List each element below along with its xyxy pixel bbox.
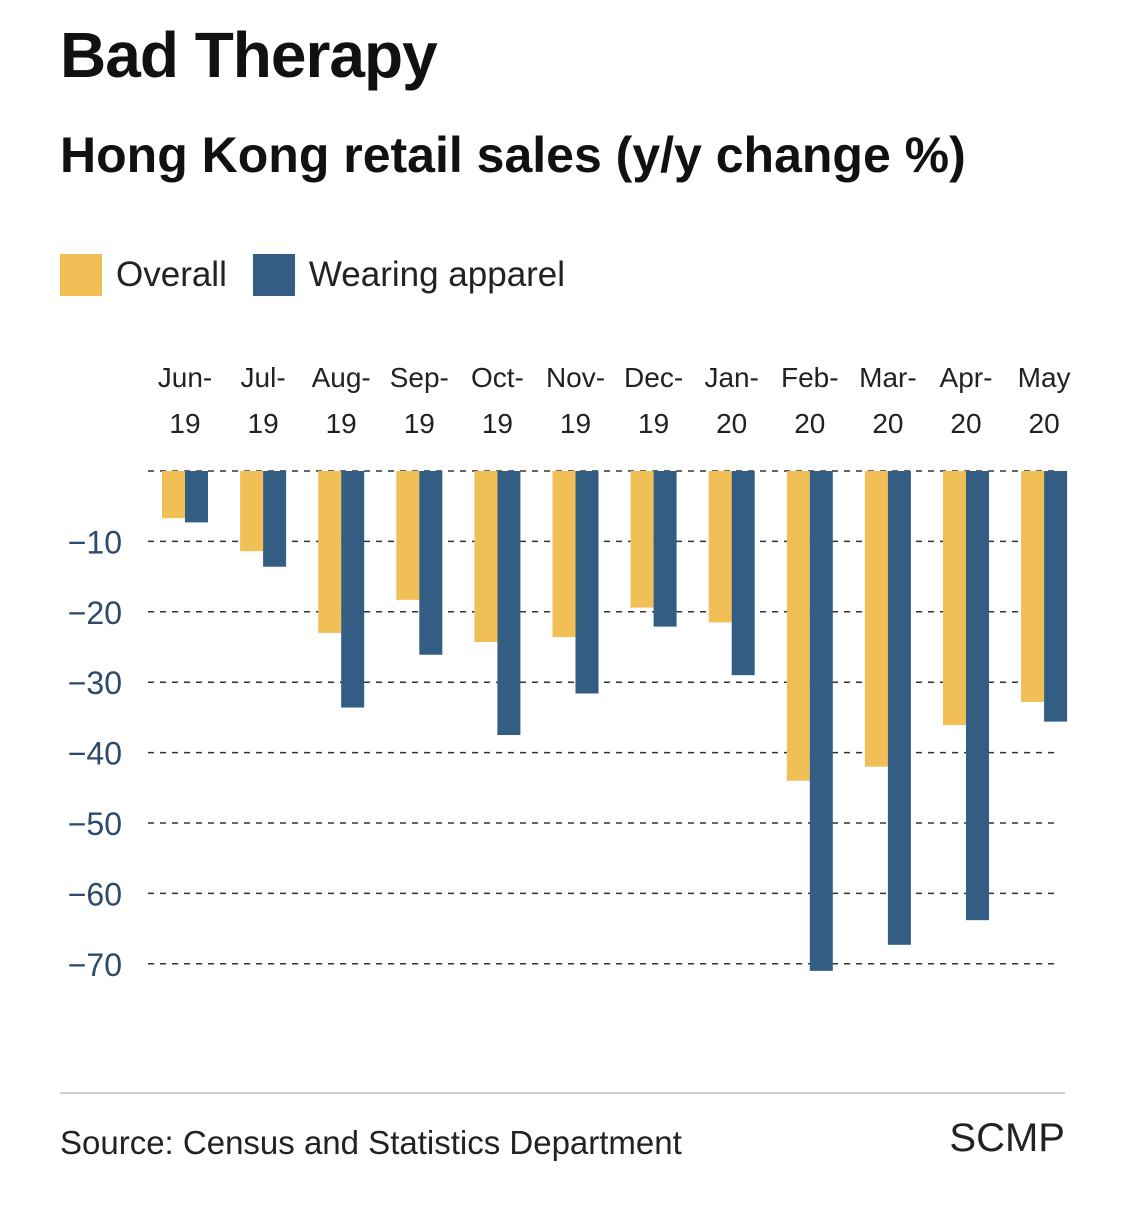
bar-chart: −10 −20 −30 −40 −50 −60 −70 Jun- 19 Jul- 19 Aug- 19 S… <box>68 362 1071 983</box>
y-tick-label: −40 <box>68 736 122 772</box>
x-tick-label: 20 <box>1029 408 1060 439</box>
legend-swatch-overall <box>60 254 102 296</box>
y-tick-label: −50 <box>68 806 122 842</box>
bar-wearing-apparel <box>575 471 599 694</box>
footer-divider <box>60 1092 1065 1094</box>
bar-overall <box>162 471 185 519</box>
bar-overall <box>474 471 498 643</box>
bar-overall <box>943 471 966 726</box>
x-tick-label: Nov- <box>546 362 605 393</box>
bar-wearing-apparel <box>887 471 911 945</box>
bar-overall <box>786 471 810 781</box>
x-tick-label: Apr- <box>940 362 993 393</box>
x-tick-label: 19 <box>326 408 357 439</box>
legend-swatch-wearing-apparel <box>252 254 295 296</box>
x-tick-label: Jul- <box>241 362 286 393</box>
x-tick-label: 19 <box>248 408 279 439</box>
x-tick-label: 20 <box>950 408 981 439</box>
x-tick-label: 19 <box>482 408 513 439</box>
bar-overall <box>864 471 888 767</box>
bar-wearing-apparel <box>1044 471 1068 722</box>
y-tick-label: −10 <box>68 524 122 560</box>
x-tick-label: 20 <box>872 408 903 439</box>
bar-wearing-apparel <box>185 471 208 523</box>
bar-overall <box>708 471 732 623</box>
source-note: Source: Census and Statistics Department <box>60 1124 682 1161</box>
x-tick-label: Oct- <box>471 362 524 393</box>
x-tick-label: 19 <box>169 408 200 439</box>
brand-logo: SCMP <box>949 1116 1065 1160</box>
legend-label-overall: Overall <box>116 255 227 294</box>
x-tick-label: Jan- <box>704 362 758 393</box>
legend-label-wearing-apparel: Wearing apparel <box>308 255 566 294</box>
bar-wearing-apparel <box>497 471 521 735</box>
chart-subtitle: Hong Kong retail sales (y/y change %) <box>60 127 966 183</box>
x-tick-label: 19 <box>638 408 669 439</box>
bar-overall <box>1021 471 1045 702</box>
x-tick-label: May <box>1018 362 1071 393</box>
x-tick-label: 19 <box>560 408 591 439</box>
x-tick-label: 20 <box>716 408 747 439</box>
bar-wearing-apparel <box>419 471 443 655</box>
y-tick-label: −60 <box>68 876 122 912</box>
bar-wearing-apparel <box>653 471 677 627</box>
legend: Overall Wearing apparel <box>60 254 591 296</box>
chart-title: Bad Therapy <box>60 19 438 91</box>
x-tick-label: Aug- <box>312 362 371 393</box>
bar-wearing-apparel <box>263 471 287 567</box>
x-tick-label: 19 <box>404 408 435 439</box>
x-tick-label: 20 <box>794 408 825 439</box>
bar-wearing-apparel <box>966 471 989 921</box>
bar-overall <box>240 471 264 552</box>
legend-item-wearing-apparel: Wearing apparel <box>252 254 566 296</box>
y-tick-label: −20 <box>68 595 122 631</box>
legend-item-overall: Overall <box>60 254 227 296</box>
bar-wearing-apparel <box>809 471 833 971</box>
y-tick-label: −70 <box>68 947 122 983</box>
y-tick-label: −30 <box>68 665 122 701</box>
x-tick-label: Jun- <box>158 362 212 393</box>
bar-wearing-apparel <box>731 471 755 676</box>
bar-overall <box>552 471 576 638</box>
bar-overall <box>318 471 342 633</box>
x-tick-label: Sep- <box>390 362 449 393</box>
bar-overall <box>630 471 654 608</box>
x-tick-label: Mar- <box>859 362 917 393</box>
bar-wearing-apparel <box>341 471 365 708</box>
bar-overall <box>396 471 420 600</box>
x-tick-label: Dec- <box>624 362 683 393</box>
x-tick-label: Feb- <box>781 362 839 393</box>
